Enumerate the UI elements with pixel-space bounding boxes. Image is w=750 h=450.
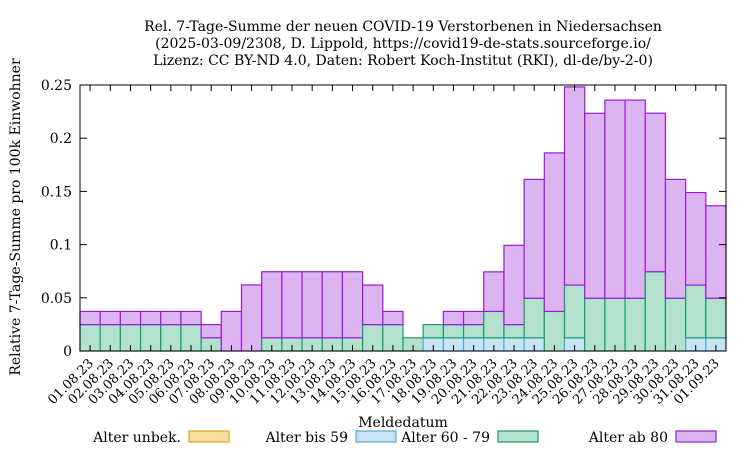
legend-label: Alter unbek. [92, 430, 181, 446]
bar-segment-3 [563, 284, 586, 339]
title-line-3: Lizenz: CC BY-ND 4.0, Daten: Robert Koch… [153, 53, 653, 69]
bar-segment-4 [180, 310, 202, 326]
chart-title: Rel. 7-Tage-Summe der neuen COVID-19 Ver… [144, 19, 662, 69]
bar-segment-4 [362, 284, 384, 326]
bar-segment-4 [664, 178, 687, 299]
bar-segment-4 [281, 271, 303, 339]
bar-segment-4 [563, 86, 586, 286]
legend-swatch [497, 430, 539, 443]
bar-segment-4 [341, 271, 364, 339]
bar-segment-4 [240, 284, 263, 352]
bar-segment-4 [685, 191, 707, 286]
bar-segment-3 [624, 297, 646, 352]
bar-segment-3 [483, 310, 505, 339]
bar-segment-4 [99, 310, 121, 326]
bar-segment-4 [462, 310, 485, 326]
bar-segment-4 [261, 271, 283, 339]
bar-segment-4 [119, 310, 142, 326]
bar-segment-4 [79, 310, 101, 326]
bar-segment-4 [139, 310, 162, 326]
bar-segment-3 [685, 284, 707, 339]
legend-label: Alter bis 59 [264, 430, 348, 446]
bar-segment-3 [523, 297, 545, 339]
title-line-1: Rel. 7-Tage-Summe der neuen COVID-19 Ver… [144, 19, 662, 35]
bar-segment-4 [301, 271, 323, 339]
bar-segment-4 [160, 310, 182, 326]
legend-swatch [355, 430, 397, 443]
bar-segment-3 [705, 297, 727, 339]
title-line-2: (2025-03-09/2308, D. Lippold, https://co… [155, 36, 651, 52]
y-tick-label: 0 [63, 344, 72, 360]
bar-segment-3 [462, 324, 485, 339]
y-tick-label: 0.2 [50, 131, 72, 147]
y-tick-label: 0.05 [41, 291, 72, 307]
legend-swatch [675, 430, 717, 443]
bar-segment-3 [644, 271, 667, 352]
y-tick-label: 0.15 [41, 184, 72, 200]
bar-segment-4 [321, 271, 344, 339]
bar-segment-4 [503, 244, 525, 326]
y-axis-label: Relative 7-Tage-Summe pro 100k Einwohner [8, 58, 24, 376]
bar-segment-4 [543, 152, 566, 313]
bar-segment-4 [584, 112, 606, 299]
legend-label: Alter ab 80 [588, 430, 668, 446]
x-axis-label: Meldedatum [358, 415, 448, 431]
bar-segment-3 [503, 324, 525, 339]
bar-segment-4 [624, 99, 646, 299]
y-tick-label: 0.25 [41, 78, 72, 94]
bar-segment-3 [422, 324, 444, 339]
plot-frame [79, 84, 727, 352]
bar-segment-4 [200, 324, 222, 339]
axes-layer: 00.050.10.150.20.2501.08.2302.08.2303.08… [41, 78, 727, 408]
legend: Alter unbek. Alter bis 59 Alter 60 - 79 Alt… [92, 430, 717, 446]
bar-segment-4 [382, 310, 404, 326]
bars-layer [79, 86, 727, 352]
legend-swatch [188, 430, 230, 443]
bar-segment-4 [644, 112, 667, 273]
bar-segment-4 [604, 99, 626, 299]
bar-segment-4 [442, 310, 465, 326]
bar-segment-4 [523, 178, 545, 299]
bar-segment-3 [584, 297, 606, 352]
legend-label: Alter 60 - 79 [400, 430, 490, 446]
y-tick-label: 0.1 [50, 238, 72, 254]
bar-segment-4 [483, 271, 505, 313]
bar-segment-3 [442, 324, 465, 339]
bar-segment-3 [664, 297, 687, 352]
bar-segment-4 [705, 205, 727, 299]
bar-segment-3 [604, 297, 626, 352]
